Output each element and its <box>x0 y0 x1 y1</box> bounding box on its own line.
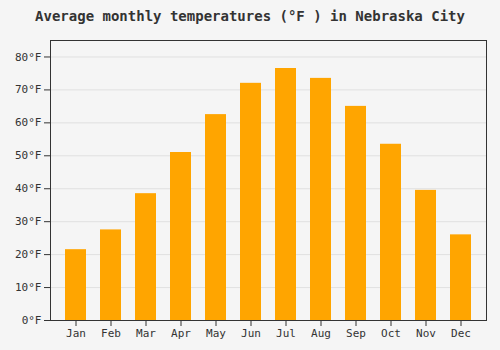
svg-text:May: May <box>206 327 226 340</box>
svg-text:Jun: Jun <box>241 327 261 340</box>
svg-text:Mar: Mar <box>136 327 156 340</box>
svg-text:Apr: Apr <box>171 327 191 340</box>
svg-text:60°F: 60°F <box>15 116 42 129</box>
html-text:Average monthly temperatures (: Average monthly temperatures (°F ) in Ne… <box>35 8 465 24</box>
svg-text:40°F: 40°F <box>15 182 42 195</box>
svg-text:30°F: 30°F <box>15 215 42 228</box>
svg-text:Aug: Aug <box>311 327 331 340</box>
svg-text:70°F: 70°F <box>15 83 42 96</box>
svg-text:50°F: 50°F <box>15 149 42 162</box>
svg-text:Nov: Nov <box>416 327 436 340</box>
svg-text:0°F: 0°F <box>22 314 42 327</box>
svg-text:Sep: Sep <box>346 327 366 340</box>
svg-text:Jul: Jul <box>276 327 296 340</box>
svg-text:20°F: 20°F <box>15 248 42 261</box>
svg-text:Feb: Feb <box>101 327 121 340</box>
svg-text:80°F: 80°F <box>15 50 42 63</box>
svg-text:10°F: 10°F <box>15 281 42 294</box>
svg-text:Jan: Jan <box>66 327 86 340</box>
svg-text:Oct: Oct <box>381 327 401 340</box>
svg-text:Dec: Dec <box>451 327 471 340</box>
